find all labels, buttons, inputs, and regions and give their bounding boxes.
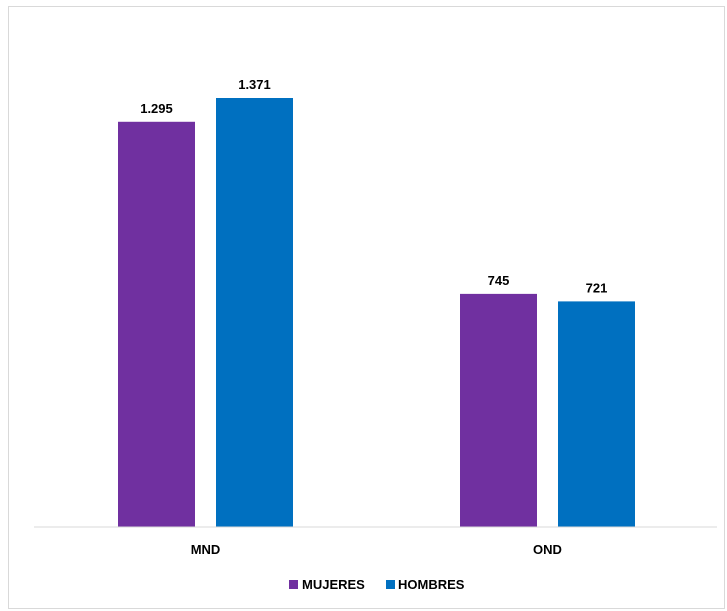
value-labels-group: 1.295 1.371 745 721 [140, 77, 607, 295]
bars-group [118, 98, 635, 527]
bar-mnd-hombres [216, 98, 293, 527]
legend-label-hombres: HOMBRES [398, 577, 465, 592]
value-label-ond-mujeres: 745 [488, 273, 510, 288]
legend: MUJERES HOMBRES [289, 577, 465, 592]
legend-swatch-hombres [386, 580, 395, 589]
category-label-mnd: MND [191, 542, 221, 557]
value-label-mnd-mujeres: 1.295 [140, 101, 173, 116]
category-label-ond: OND [533, 542, 562, 557]
bar-ond-mujeres [460, 293, 537, 527]
value-label-mnd-hombres: 1.371 [238, 77, 271, 92]
bar-ond-hombres [558, 301, 635, 527]
legend-label-mujeres: MUJERES [302, 577, 365, 592]
category-labels-group: MND OND [191, 542, 562, 557]
bar-mnd-mujeres [118, 121, 195, 527]
value-label-ond-hombres: 721 [586, 280, 608, 295]
legend-swatch-mujeres [289, 580, 298, 589]
